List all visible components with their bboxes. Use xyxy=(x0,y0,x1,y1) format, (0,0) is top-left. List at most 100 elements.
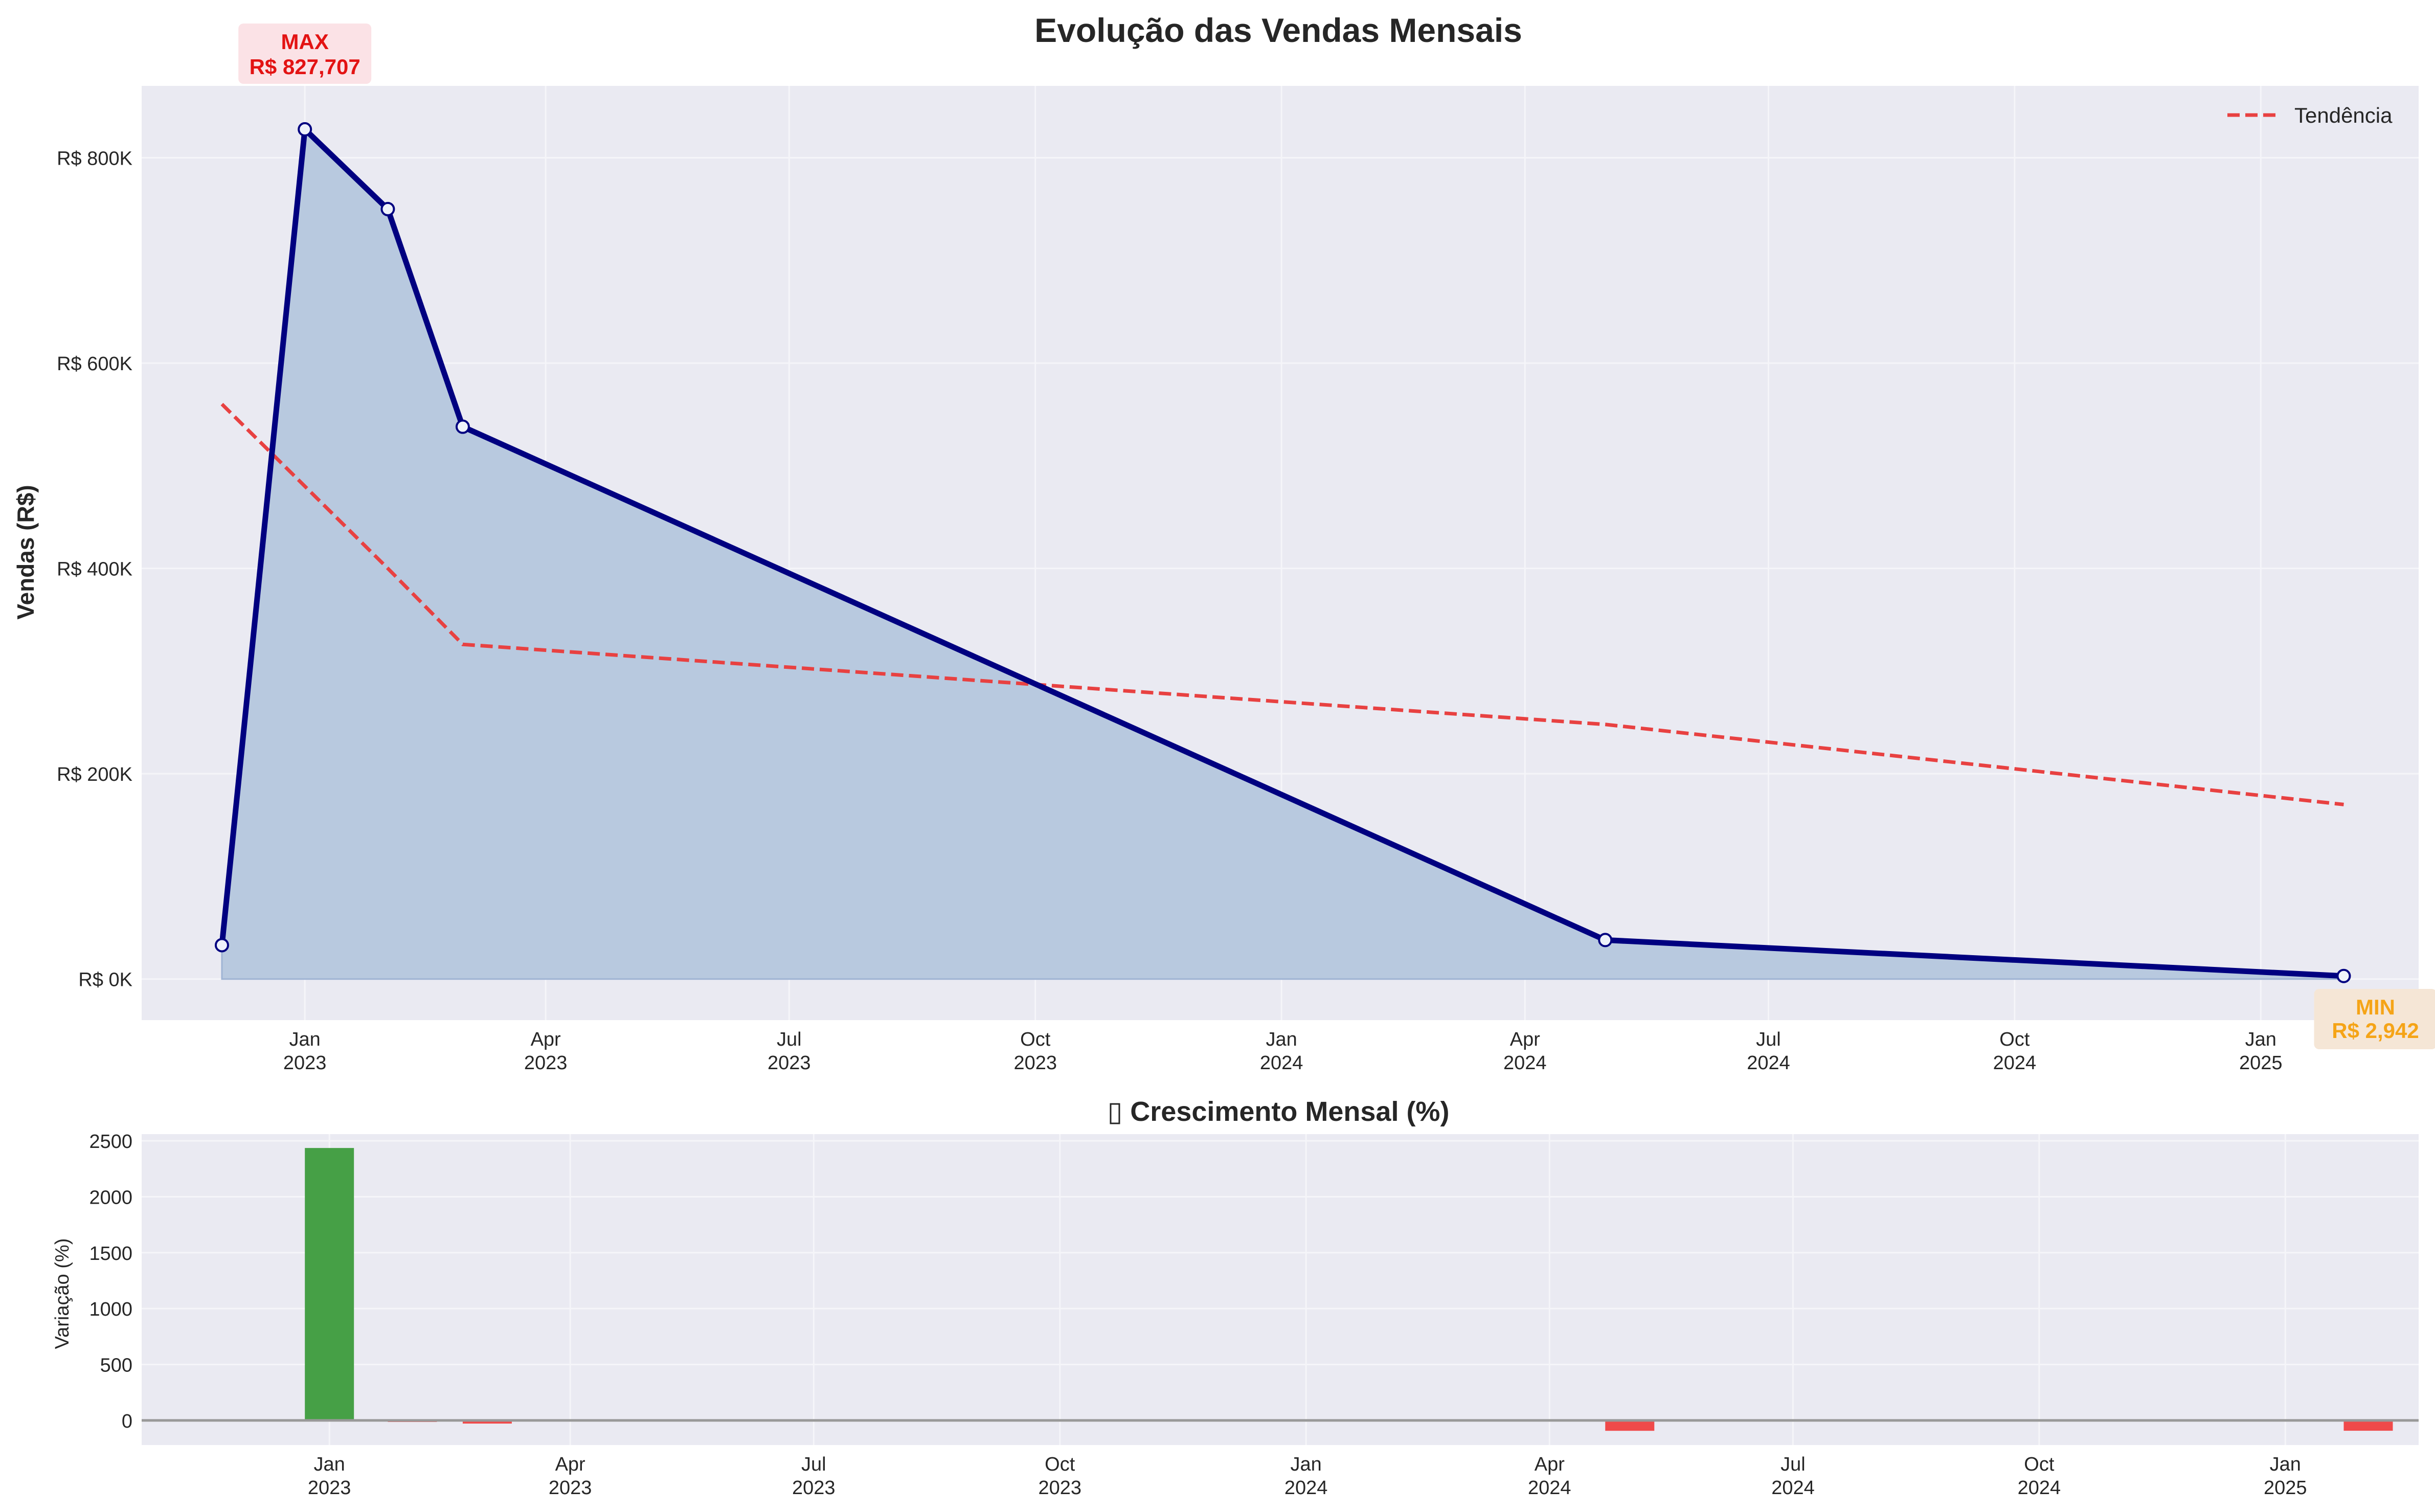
growth-y-tick-label: 1000 xyxy=(89,1299,132,1320)
growth-x-tick-label: Oct 2024 xyxy=(2018,1454,2061,1499)
growth-x-tick-label: Apr 2024 xyxy=(1528,1454,1571,1499)
growth-x-tick-year: 2023 xyxy=(308,1477,351,1499)
sales-data-point xyxy=(298,122,312,137)
sales-chart: Evolução das Vendas Mensais R$ 0K R$ 200K… xyxy=(12,11,2435,1074)
growth-x-tick-year: 2024 xyxy=(2018,1477,2061,1499)
sales-x-tick-year: 2024 xyxy=(1503,1052,1547,1074)
max-annotation-title: MAX xyxy=(281,30,329,54)
growth-x-tick-label: Jul 2024 xyxy=(1771,1454,1815,1499)
sales-line xyxy=(219,126,2344,979)
growth-x-tick-year: 2023 xyxy=(1038,1477,1081,1499)
max-annotation-value: R$ 827,707 xyxy=(250,55,360,79)
max-annotation-box xyxy=(238,24,372,84)
growth-x-tick-month: Apr xyxy=(555,1454,585,1475)
growth-x-tick-label: Jan 2024 xyxy=(1284,1454,1328,1499)
growth-y-tick-label: 2000 xyxy=(89,1187,132,1208)
growth-y-tick-label: 2500 xyxy=(89,1131,132,1153)
sales-x-tick-month: Apr xyxy=(1510,1029,1540,1050)
growth-x-tick-label: Jan 2025 xyxy=(2264,1454,2307,1499)
sales-x-tick-label: Jan 2023 xyxy=(283,1029,327,1074)
sales-chart-title: Evolução das Vendas Mensais xyxy=(1034,11,1522,49)
sales-y-tick-label: R$ 600K xyxy=(57,353,132,375)
growth-x-tick-label: Jul 2023 xyxy=(792,1454,836,1499)
growth-x-tick-year: 2023 xyxy=(549,1477,592,1499)
max-annotation: MAX R$ 827,707 xyxy=(238,24,372,84)
growth-x-tick-month: Jan xyxy=(2270,1454,2301,1475)
sales-x-tick-month: Oct xyxy=(1999,1029,2030,1050)
growth-x-tick-month: Apr xyxy=(1535,1454,1565,1475)
sales-x-tick-label: Jul 2024 xyxy=(1747,1029,1790,1074)
sales-x-tick-month: Apr xyxy=(531,1029,561,1050)
sales-x-tick-year: 2023 xyxy=(1013,1052,1057,1074)
sales-x-tick-month: Jan xyxy=(1266,1029,1297,1050)
sales-x-tick-year: 2025 xyxy=(2239,1052,2283,1074)
sales-x-tick-year: 2024 xyxy=(1260,1052,1303,1074)
trend-line xyxy=(220,402,2344,806)
sales-x-tick-label: Apr 2024 xyxy=(1503,1029,1547,1074)
sales-x-tick-month: Jul xyxy=(777,1029,802,1050)
growth-x-tick-month: Oct xyxy=(1045,1454,1075,1475)
sales-y-tick-label: R$ 200K xyxy=(57,764,132,785)
growth-y-tick-label: 1500 xyxy=(89,1243,132,1265)
growth-x-tick-month: Jan xyxy=(314,1454,345,1475)
sales-legend: Tendência xyxy=(2227,103,2393,127)
sales-x-tick-month: Jan xyxy=(289,1029,321,1050)
sales-x-tick-year: 2024 xyxy=(1993,1052,2037,1074)
growth-bars xyxy=(305,1148,2393,1431)
min-annotation-title: MIN xyxy=(2356,995,2395,1019)
sales-data-point xyxy=(214,938,229,953)
min-annotation-box xyxy=(2314,989,2435,1049)
growth-y-axis-label: Variação (%) xyxy=(52,1238,73,1349)
sales-data-point xyxy=(380,201,395,216)
growth-x-tick-year: 2025 xyxy=(2264,1477,2307,1499)
legend-trend-label: Tendência xyxy=(2294,103,2393,127)
sales-x-tick-month: Jul xyxy=(1756,1029,1781,1050)
growth-x-tick-year: 2024 xyxy=(1771,1477,1815,1499)
growth-x-tick-month: Jul xyxy=(801,1454,826,1475)
sales-y-tick-labels: R$ 0K R$ 200K R$ 400K R$ 600K R$ 800K xyxy=(57,148,132,991)
growth-bar xyxy=(2343,1420,2393,1431)
sales-x-tick-year: 2024 xyxy=(1747,1052,1790,1074)
sales-x-tick-label: Jan 2024 xyxy=(1260,1029,1303,1074)
sales-y-tick-label: R$ 0K xyxy=(78,969,132,991)
sales-x-tick-year: 2023 xyxy=(524,1052,568,1074)
sales-data-point xyxy=(1598,933,1613,947)
growth-bar xyxy=(1605,1420,1655,1431)
sales-x-tick-month: Oct xyxy=(1020,1029,1051,1050)
growth-x-tick-year: 2024 xyxy=(1528,1477,1571,1499)
growth-bar xyxy=(462,1420,512,1424)
sales-y-tick-label: R$ 400K xyxy=(57,559,132,580)
growth-y-tick-label: 0 xyxy=(122,1411,132,1432)
sales-markers xyxy=(214,122,2351,983)
growth-x-tick-label: Oct 2023 xyxy=(1038,1454,1081,1499)
growth-x-tick-label: Apr 2023 xyxy=(549,1454,592,1499)
growth-y-tick-labels: 0 500 1000 1500 2000 2500 xyxy=(89,1131,132,1432)
growth-x-tick-year: 2023 xyxy=(792,1477,836,1499)
sales-data-point xyxy=(455,419,470,434)
sales-x-tick-label: Jan 2025 xyxy=(2239,1029,2283,1074)
sales-x-tick-label: Oct 2023 xyxy=(1013,1029,1057,1074)
sales-y-axis-label: Vendas (R$) xyxy=(12,485,39,619)
growth-y-tick-label: 500 xyxy=(100,1355,132,1376)
min-annotation: MIN R$ 2,942 xyxy=(2314,989,2435,1049)
growth-chart: ▯ Crescimento Mensal (%) 0 500 1000 1500 200… xyxy=(52,1096,2419,1499)
sales-data-point xyxy=(2336,968,2351,983)
growth-bar xyxy=(305,1148,354,1420)
sales-x-tick-label: Jul 2023 xyxy=(768,1029,811,1074)
growth-plot-area xyxy=(142,1134,2419,1445)
sales-x-tick-label: Oct 2024 xyxy=(1993,1029,2037,1074)
growth-chart-title: ▯ Crescimento Mensal (%) xyxy=(1108,1096,1450,1127)
growth-x-tick-year: 2024 xyxy=(1284,1477,1328,1499)
growth-x-tick-label: Jan 2023 xyxy=(308,1454,351,1499)
sales-x-tick-year: 2023 xyxy=(768,1052,811,1074)
growth-x-tick-month: Oct xyxy=(2024,1454,2055,1475)
growth-x-tick-month: Jan xyxy=(1290,1454,1321,1475)
sales-x-tick-year: 2023 xyxy=(283,1052,327,1074)
sales-x-tick-label: Apr 2023 xyxy=(524,1029,568,1074)
sales-y-tick-label: R$ 800K xyxy=(57,148,132,170)
sales-x-tick-month: Jan xyxy=(2245,1029,2276,1050)
